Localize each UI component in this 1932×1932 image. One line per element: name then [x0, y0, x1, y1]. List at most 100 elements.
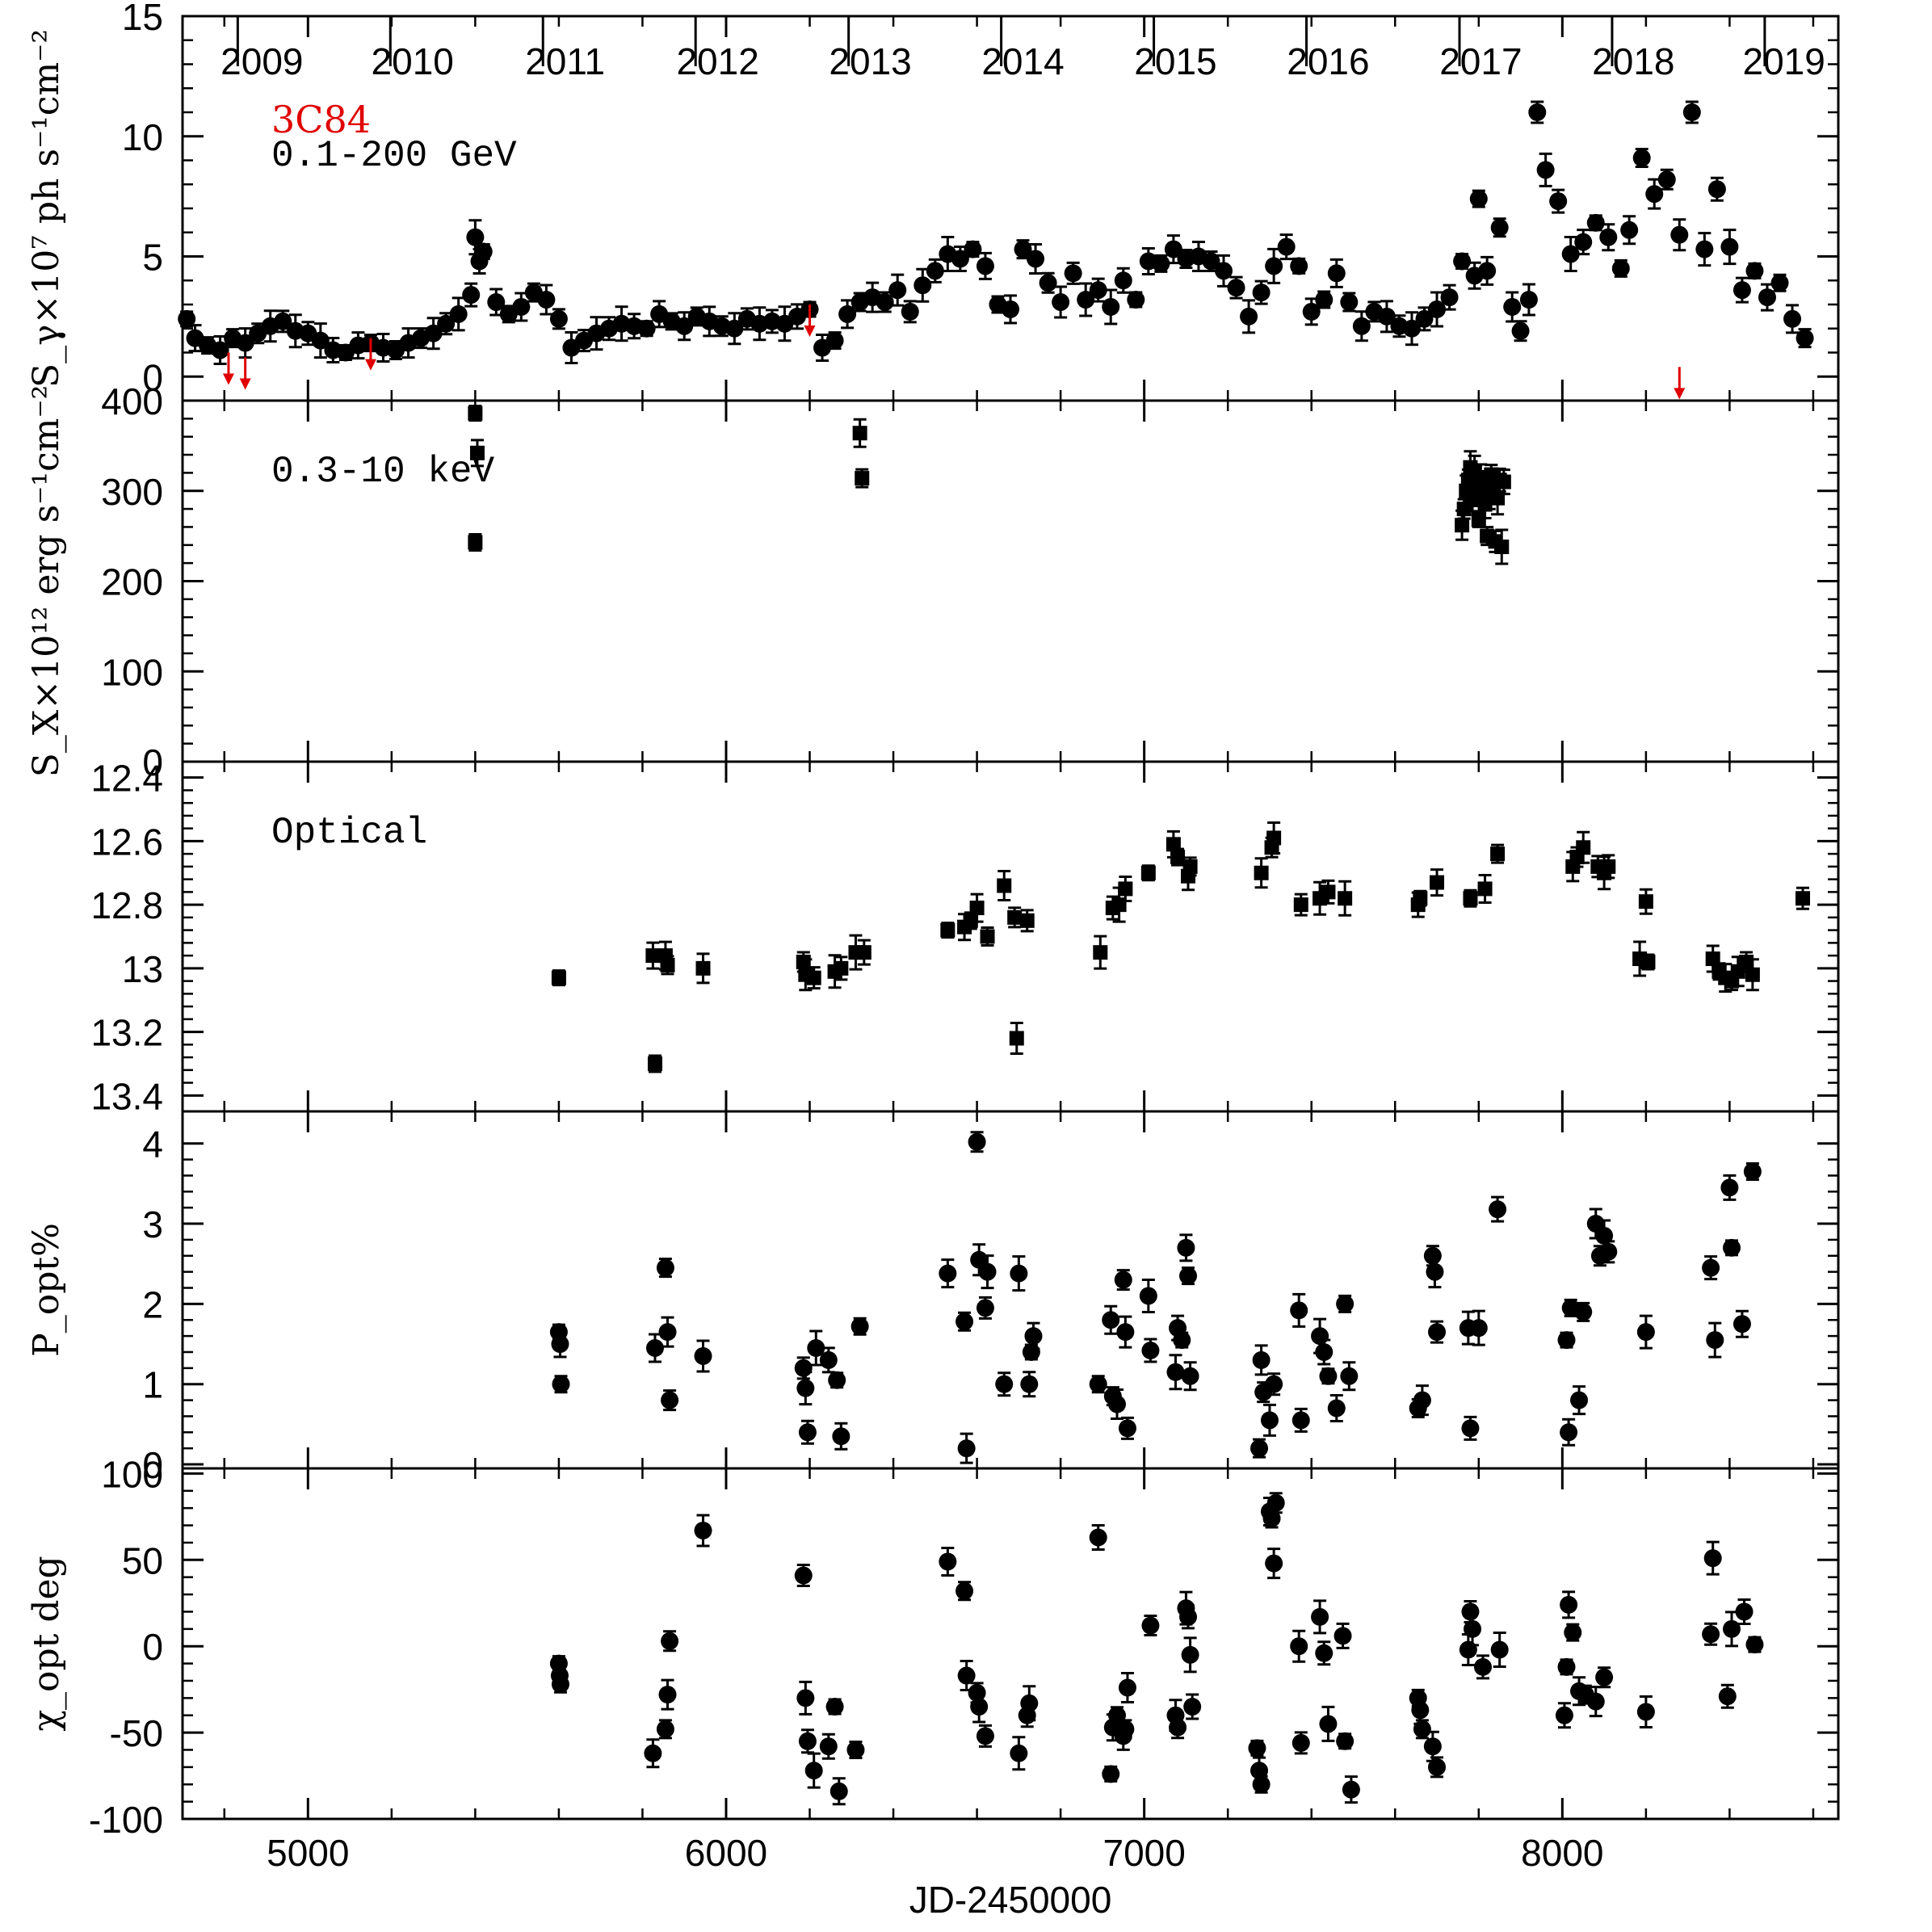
- data-point-polarization: [1489, 1200, 1507, 1219]
- data-point-gamma: [466, 228, 485, 246]
- y-axis-label-polarization: P_opt%: [26, 1223, 67, 1357]
- data-point-gamma: [1252, 284, 1270, 302]
- band-label-xray: 0.3-10 keV: [271, 451, 494, 493]
- data-point-gamma: [1114, 271, 1132, 290]
- data-point-gamma: [1039, 274, 1057, 292]
- data-point-polarization: [1636, 1323, 1655, 1342]
- data-point-polarization: [694, 1346, 712, 1365]
- data-point-gamma: [1352, 317, 1371, 335]
- data-point-polarization: [1114, 1270, 1132, 1289]
- data-point-gamma: [1265, 257, 1283, 275]
- y-tick-label: 15: [122, 0, 163, 38]
- data-point-polarization: [1340, 1367, 1359, 1385]
- data-point-polarization: [1089, 1375, 1107, 1393]
- data-point-optical: [1463, 891, 1478, 906]
- data-point-optical: [1638, 894, 1653, 909]
- data-point-gamma: [487, 293, 506, 312]
- data-point-optical: [1338, 891, 1353, 906]
- data-point-polarization: [1290, 1301, 1308, 1320]
- data-point-gamma: [1536, 161, 1555, 179]
- data-point-gamma: [838, 304, 857, 323]
- data-point-angle: [694, 1521, 712, 1539]
- data-point-gamma: [1290, 257, 1308, 275]
- data-point-angle: [1118, 1678, 1136, 1697]
- data-point-polarization: [645, 1339, 664, 1358]
- y-tick-label: 4: [142, 1124, 163, 1166]
- year-label: 2017: [1439, 40, 1522, 82]
- data-point-angle: [1464, 1619, 1482, 1638]
- data-point-angle: [956, 1581, 974, 1600]
- data-point-polarization: [1469, 1319, 1488, 1338]
- year-label: 2009: [220, 40, 303, 82]
- data-point-polarization: [807, 1339, 825, 1358]
- data-point-angle: [1252, 1775, 1270, 1794]
- y-tick-label: 12.6: [90, 821, 163, 863]
- data-point-polarization: [1252, 1350, 1270, 1369]
- band-label-optical: Optical: [271, 812, 427, 854]
- data-point-polarization: [1557, 1331, 1576, 1350]
- y-tick-label: 10: [122, 116, 163, 158]
- data-point-angle: [794, 1566, 813, 1585]
- data-point-polarization: [995, 1375, 1014, 1393]
- data-point-angle: [970, 1698, 989, 1716]
- data-point-polarization: [1706, 1331, 1724, 1350]
- data-point-optical: [1254, 865, 1269, 880]
- data-point-polarization: [1311, 1327, 1329, 1346]
- data-point-gamma: [1327, 264, 1346, 283]
- data-point-optical: [1321, 884, 1336, 900]
- data-point-polarization: [1327, 1399, 1346, 1418]
- data-point-angle: [1586, 1692, 1605, 1711]
- data-point-angle: [1250, 1762, 1269, 1780]
- data-point-gamma: [1102, 297, 1120, 316]
- data-point-angle: [1248, 1739, 1266, 1758]
- data-point-polarization: [552, 1375, 570, 1393]
- data-point-optical: [1182, 859, 1198, 874]
- data-point-angle: [1141, 1616, 1160, 1635]
- data-point-angle: [1265, 1554, 1283, 1573]
- data-point-angle: [661, 1632, 679, 1650]
- data-point-angle: [1290, 1637, 1308, 1656]
- data-point-gamma: [1682, 103, 1701, 121]
- year-label: 2010: [372, 40, 454, 82]
- data-point-angle: [1459, 1640, 1477, 1659]
- data-point-gamma: [274, 312, 292, 330]
- data-point-gamma: [825, 331, 844, 350]
- data-point-gamma: [449, 304, 468, 323]
- y-axis-label-xray: S_X×10¹² erg s⁻¹cm⁻²: [26, 385, 67, 777]
- x-tick-label: 7000: [1102, 1832, 1185, 1874]
- data-point-polarization: [1108, 1395, 1127, 1413]
- data-point-polarization: [1599, 1242, 1618, 1261]
- data-point-gamma: [1202, 252, 1220, 271]
- data-point-gamma: [675, 317, 694, 335]
- data-point-polarization: [978, 1262, 997, 1281]
- data-point-gamma: [1549, 192, 1568, 211]
- data-point-gamma: [1052, 293, 1070, 312]
- data-point-gamma: [1519, 291, 1538, 309]
- data-point-gamma: [1277, 237, 1296, 256]
- data-point-polarization: [798, 1423, 817, 1442]
- upper-limit-arrowhead: [222, 373, 234, 385]
- data-point-gamma: [1478, 262, 1497, 280]
- data-point-angle: [1413, 1720, 1431, 1738]
- y-tick-label: 12.8: [90, 884, 163, 926]
- data-point-polarization: [656, 1258, 674, 1277]
- data-point-angle: [819, 1737, 838, 1756]
- data-point-xray: [855, 471, 870, 486]
- data-point-optical: [940, 922, 956, 938]
- data-point-optical: [1576, 840, 1591, 855]
- data-point-polarization: [1743, 1162, 1762, 1181]
- data-point-optical: [1601, 859, 1616, 874]
- data-point-optical: [1490, 846, 1506, 862]
- y-axis-label-gamma: S_γ×10⁷ ph s⁻¹cm⁻²: [26, 29, 67, 388]
- data-point-angle: [1311, 1607, 1329, 1626]
- data-point-polarization: [1560, 1423, 1578, 1442]
- data-point-xray: [468, 535, 483, 550]
- data-point-gamma: [1469, 190, 1488, 208]
- data-point-gamma: [1770, 274, 1789, 292]
- data-point-gamma: [1561, 245, 1580, 263]
- data-point-gamma: [1528, 103, 1547, 121]
- data-point-gamma: [637, 319, 656, 338]
- data-point-optical: [1640, 954, 1656, 969]
- data-point-polarization: [1139, 1287, 1157, 1305]
